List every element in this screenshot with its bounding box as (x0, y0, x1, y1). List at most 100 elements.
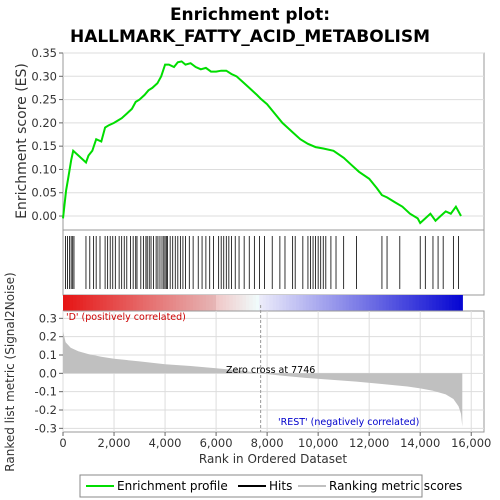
color-bar-segment (365, 295, 370, 311)
color-bar-segment (265, 295, 270, 311)
color-bar-segment (445, 295, 450, 311)
color-bar-segment (106, 295, 111, 311)
x-tick-label: 6,000 (200, 436, 233, 450)
color-bar-segment (285, 295, 290, 311)
color-bar-segment (382, 295, 387, 311)
color-bar-segment (402, 295, 407, 311)
color-bar-segment (219, 295, 224, 311)
color-bar-segment (315, 295, 320, 311)
x-tick-label: 2,000 (98, 436, 131, 450)
es-y-axis-label: Enrichment score (ES) (14, 63, 30, 219)
es-panel-frame (62, 52, 485, 231)
color-bar-segment (349, 295, 354, 311)
color-bar-segment (259, 295, 264, 311)
color-bar-segment (69, 295, 74, 311)
color-bar-segment (419, 295, 423, 311)
es-y-ticks: 0.00 0.05 0.10 0.15 0.20 0.25 0.30 0.35 (31, 46, 63, 223)
color-bar-segment (392, 295, 397, 311)
zero-cross-label: Zero cross at 7746 (226, 365, 315, 376)
color-bar-segment (109, 295, 114, 311)
color-bar-segment (289, 295, 294, 311)
x-tick-label: 4,000 (149, 436, 182, 450)
color-bar-segment (325, 295, 330, 311)
color-bar-segment (379, 295, 384, 311)
color-bar-segment (458, 295, 463, 311)
color-bar-segment (302, 295, 307, 311)
color-bar-segment (226, 295, 230, 311)
color-bar-segment (269, 295, 274, 311)
es-panel: 0.00 0.05 0.10 0.15 0.20 0.25 0.30 0.35 Enrichm… (14, 46, 485, 231)
color-bar-segment (252, 295, 257, 311)
positive-correlation-label: 'D' (positively correlated) (66, 312, 186, 323)
metric-y-axis-label: Ranked list metric (Signal2Noise) (3, 272, 17, 471)
color-bar-segment (79, 295, 84, 311)
color-bar-segment (355, 295, 360, 311)
color-bar-segment (129, 295, 134, 311)
rank-color-bar (63, 295, 463, 311)
legend-label-hits: Hits (269, 479, 292, 493)
color-bar-segment (249, 295, 254, 311)
color-bar-segment (449, 295, 453, 311)
color-bar-segment (322, 295, 327, 311)
color-bar-segment (66, 295, 71, 311)
es-y-tick-label: 0.10 (31, 162, 57, 176)
color-bar-segment (216, 295, 220, 311)
hits-panel-frame (62, 229, 485, 296)
color-bar-segment (422, 295, 427, 311)
color-bar-segment (186, 295, 191, 311)
metric-y-tick-label: 0.3 (39, 311, 57, 325)
color-bar-segment (96, 295, 101, 311)
color-bar-segment (279, 295, 284, 311)
metric-panel: -0.3 -0.2 -0.1 0.0 0.1 0.2 0.3 0 2,000 4,000 6,00… (3, 272, 491, 471)
color-bar-segment (272, 295, 277, 311)
x-tick-label: 0 (59, 436, 66, 450)
x-axis-label: Rank in Ordered Dataset (199, 452, 347, 466)
metric-y-tick-label: -0.3 (35, 421, 57, 435)
color-bar-segment (209, 295, 214, 311)
color-bar-segment (455, 295, 460, 311)
color-bar-segment (432, 295, 437, 311)
color-bar-segment (212, 295, 217, 311)
color-bar-segment (166, 295, 171, 311)
x-tick-label: 14,000 (400, 436, 440, 450)
legend: Enrichment profile Hits Ranking metric s… (79, 474, 462, 498)
color-bar-segment (192, 295, 197, 311)
color-bar-segment (182, 295, 187, 311)
color-bar-segment (332, 295, 337, 311)
x-tick-label: 16,000 (451, 436, 491, 450)
es-y-tick-label: 0.15 (31, 139, 57, 153)
color-bar-segment (352, 295, 357, 311)
color-bar-segment (295, 295, 300, 311)
color-bar-segment (429, 295, 433, 311)
color-bar-segment (292, 295, 297, 311)
es-y-tick-label: 0.35 (31, 46, 57, 60)
chart-title-line2: HALLMARK_FATTY_ACID_METABOLISM (70, 27, 430, 47)
color-bar-segment (63, 295, 67, 311)
negative-correlation-label: 'REST' (negatively correlated) (278, 417, 419, 428)
color-bar-segment (119, 295, 124, 311)
es-y-tick-label: 0.20 (31, 116, 57, 130)
color-bar-segment (309, 295, 314, 311)
color-bar-segment (149, 295, 154, 311)
color-bar-segment (139, 295, 144, 311)
color-bar-segment (152, 295, 157, 311)
color-bar-segment (329, 295, 334, 311)
color-bar-segment (452, 295, 457, 311)
color-bar-segment (99, 295, 104, 311)
color-bar-segment (89, 295, 94, 311)
hits-panel (62, 229, 485, 296)
color-bar-segment (359, 295, 364, 311)
es-y-tick-label: 0.30 (31, 69, 57, 83)
color-bar-segment (439, 295, 443, 311)
color-bar-segment (312, 295, 317, 311)
color-bar-segment (196, 295, 201, 311)
es-y-tick-label: 0.25 (31, 93, 57, 107)
color-bar-segment (176, 295, 181, 311)
color-bar-segment (236, 295, 240, 311)
color-bar-segment (275, 295, 280, 311)
metric-y-tick-label: -0.1 (35, 385, 57, 399)
color-bar-segment (142, 295, 147, 311)
color-bar-segment (405, 295, 410, 311)
color-bar-segment (409, 295, 413, 311)
metric-x-ticks: 0 2,000 4,000 6,000 8,000 10,000 12,000 14,000 1… (59, 432, 491, 450)
